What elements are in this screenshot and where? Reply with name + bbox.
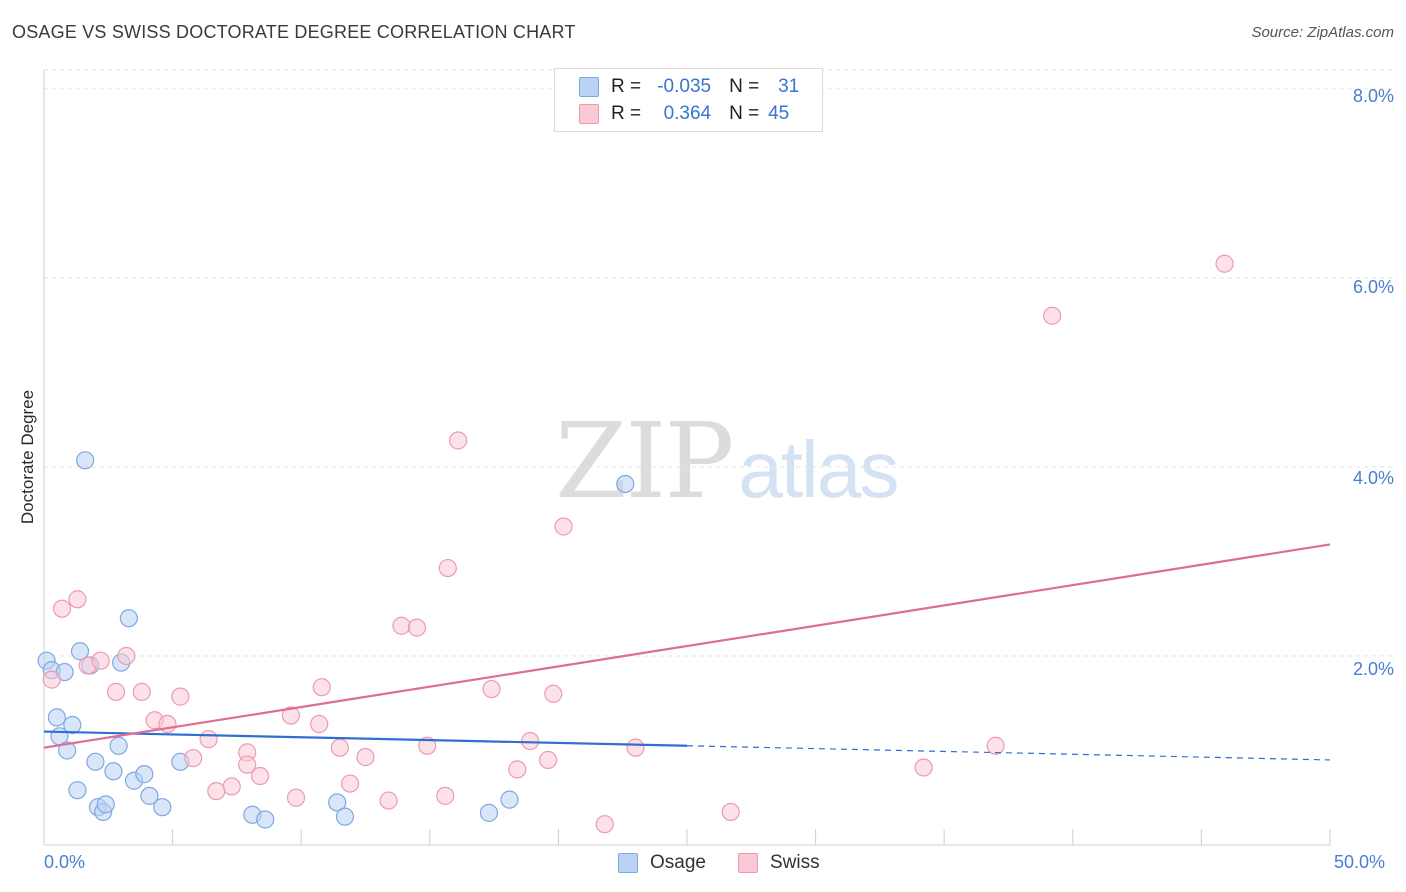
bottom-legend-swatch-osage bbox=[618, 853, 638, 873]
osage-point bbox=[68, 781, 87, 800]
legend-n-value-osage: 31 bbox=[778, 76, 800, 97]
swiss-point bbox=[379, 791, 398, 810]
swiss-trend-line bbox=[43, 543, 1331, 749]
swiss-point bbox=[250, 766, 270, 786]
legend-r-label: R = bbox=[611, 76, 642, 97]
watermark-atlas: atlas bbox=[738, 425, 899, 514]
y-axis-title: Doctorate Degree bbox=[18, 389, 37, 525]
legend-swatch-swiss bbox=[579, 104, 599, 124]
swiss-point bbox=[330, 738, 349, 757]
swiss-point bbox=[986, 736, 1005, 755]
y-tick-label-4: 4.0% bbox=[1352, 468, 1394, 488]
osage-point bbox=[500, 790, 519, 809]
swiss-point bbox=[448, 431, 468, 450]
swiss-point bbox=[340, 774, 360, 793]
y-tick-label-2: 2.0% bbox=[1352, 659, 1394, 679]
watermark: ZIPatlas bbox=[555, 400, 899, 522]
legend-row-swiss: R = 0.364 N = 45 bbox=[579, 101, 789, 127]
swiss-point bbox=[286, 788, 306, 807]
osage-point bbox=[70, 642, 90, 661]
osage-point bbox=[63, 715, 82, 735]
swiss-point bbox=[595, 815, 614, 834]
swiss-point bbox=[544, 684, 563, 703]
osage-point bbox=[96, 795, 115, 814]
swiss-point bbox=[222, 777, 241, 796]
y-tick-label-6: 6.0% bbox=[1352, 277, 1394, 297]
osage-point bbox=[104, 762, 123, 781]
legend-swatch-osage bbox=[579, 77, 599, 97]
x-tick-label-max: 50.0% bbox=[1334, 852, 1386, 872]
legend-row-osage: R = -0.035 N = 31 bbox=[579, 74, 799, 100]
swiss-point bbox=[52, 599, 72, 618]
swiss-point bbox=[418, 736, 437, 755]
bottom-legend-osage: Osage bbox=[618, 852, 706, 874]
legend-n-label: N = bbox=[729, 103, 760, 124]
bottom-legend-label-osage: Osage bbox=[650, 852, 706, 873]
swiss-point bbox=[482, 679, 501, 699]
swiss-point bbox=[356, 748, 375, 767]
osage-trend-line bbox=[43, 730, 688, 747]
bottom-legend-label-swiss: Swiss bbox=[770, 852, 820, 873]
legend-r-value-osage: -0.035 bbox=[657, 76, 712, 97]
swiss-point bbox=[914, 758, 933, 777]
chart-title: OSAGE VS SWISS DOCTORATE DEGREE CORRELAT… bbox=[12, 22, 576, 42]
osage-point bbox=[328, 793, 347, 812]
legend-n-value-swiss: 45 bbox=[768, 103, 790, 124]
osage-point bbox=[135, 765, 154, 784]
swiss-point bbox=[68, 590, 87, 609]
osage-point bbox=[153, 798, 172, 817]
swiss-point bbox=[312, 678, 331, 697]
swiss-point bbox=[91, 651, 110, 670]
swiss-point bbox=[1215, 254, 1234, 273]
osage-point bbox=[335, 807, 355, 826]
swiss-point bbox=[132, 682, 151, 701]
swiss-point bbox=[184, 748, 203, 768]
osage-point bbox=[616, 474, 635, 494]
bottom-legend-swiss: Swiss bbox=[738, 852, 820, 874]
osage-point bbox=[140, 786, 159, 805]
swiss-point bbox=[106, 682, 126, 701]
osage-point bbox=[109, 736, 128, 755]
swiss-point bbox=[1043, 306, 1062, 325]
swiss-point bbox=[171, 687, 190, 706]
swiss-point bbox=[508, 760, 527, 779]
osage-trend-extension bbox=[686, 745, 1331, 761]
swiss-point bbox=[721, 802, 740, 822]
x-tick-label-min: 0.0% bbox=[44, 852, 86, 872]
osage-point bbox=[76, 451, 95, 470]
osage-point bbox=[86, 752, 105, 771]
swiss-point bbox=[626, 738, 645, 757]
source-label: Source: ZipAtlas.com bbox=[1251, 24, 1394, 41]
osage-point bbox=[256, 810, 275, 829]
swiss-point bbox=[554, 517, 573, 536]
legend-r-label: R = bbox=[611, 103, 642, 124]
osage-point bbox=[479, 803, 499, 822]
osage-point bbox=[47, 708, 66, 727]
stats-legend: R = -0.035 N = 31 R = 0.364 N = 45 bbox=[554, 68, 823, 132]
osage-point bbox=[119, 609, 138, 628]
swiss-point bbox=[238, 755, 257, 774]
swiss-point bbox=[281, 706, 301, 725]
watermark-zip: ZIP bbox=[555, 400, 734, 522]
swiss-point bbox=[392, 616, 411, 635]
bottom-legend-swatch-swiss bbox=[738, 853, 758, 873]
swiss-point bbox=[42, 670, 61, 689]
swiss-point bbox=[199, 730, 218, 749]
swiss-point bbox=[207, 782, 226, 801]
y-tick-label-8: 8.0% bbox=[1352, 86, 1394, 106]
swiss-point bbox=[407, 618, 427, 637]
legend-n-label: N = bbox=[729, 76, 760, 97]
swiss-point bbox=[436, 786, 455, 805]
swiss-point bbox=[438, 558, 457, 578]
swiss-point bbox=[521, 731, 540, 751]
legend-r-value-swiss: 0.364 bbox=[663, 103, 712, 124]
swiss-point bbox=[310, 714, 329, 734]
osage-point bbox=[58, 741, 77, 760]
swiss-point bbox=[117, 646, 136, 666]
swiss-point bbox=[539, 750, 558, 770]
